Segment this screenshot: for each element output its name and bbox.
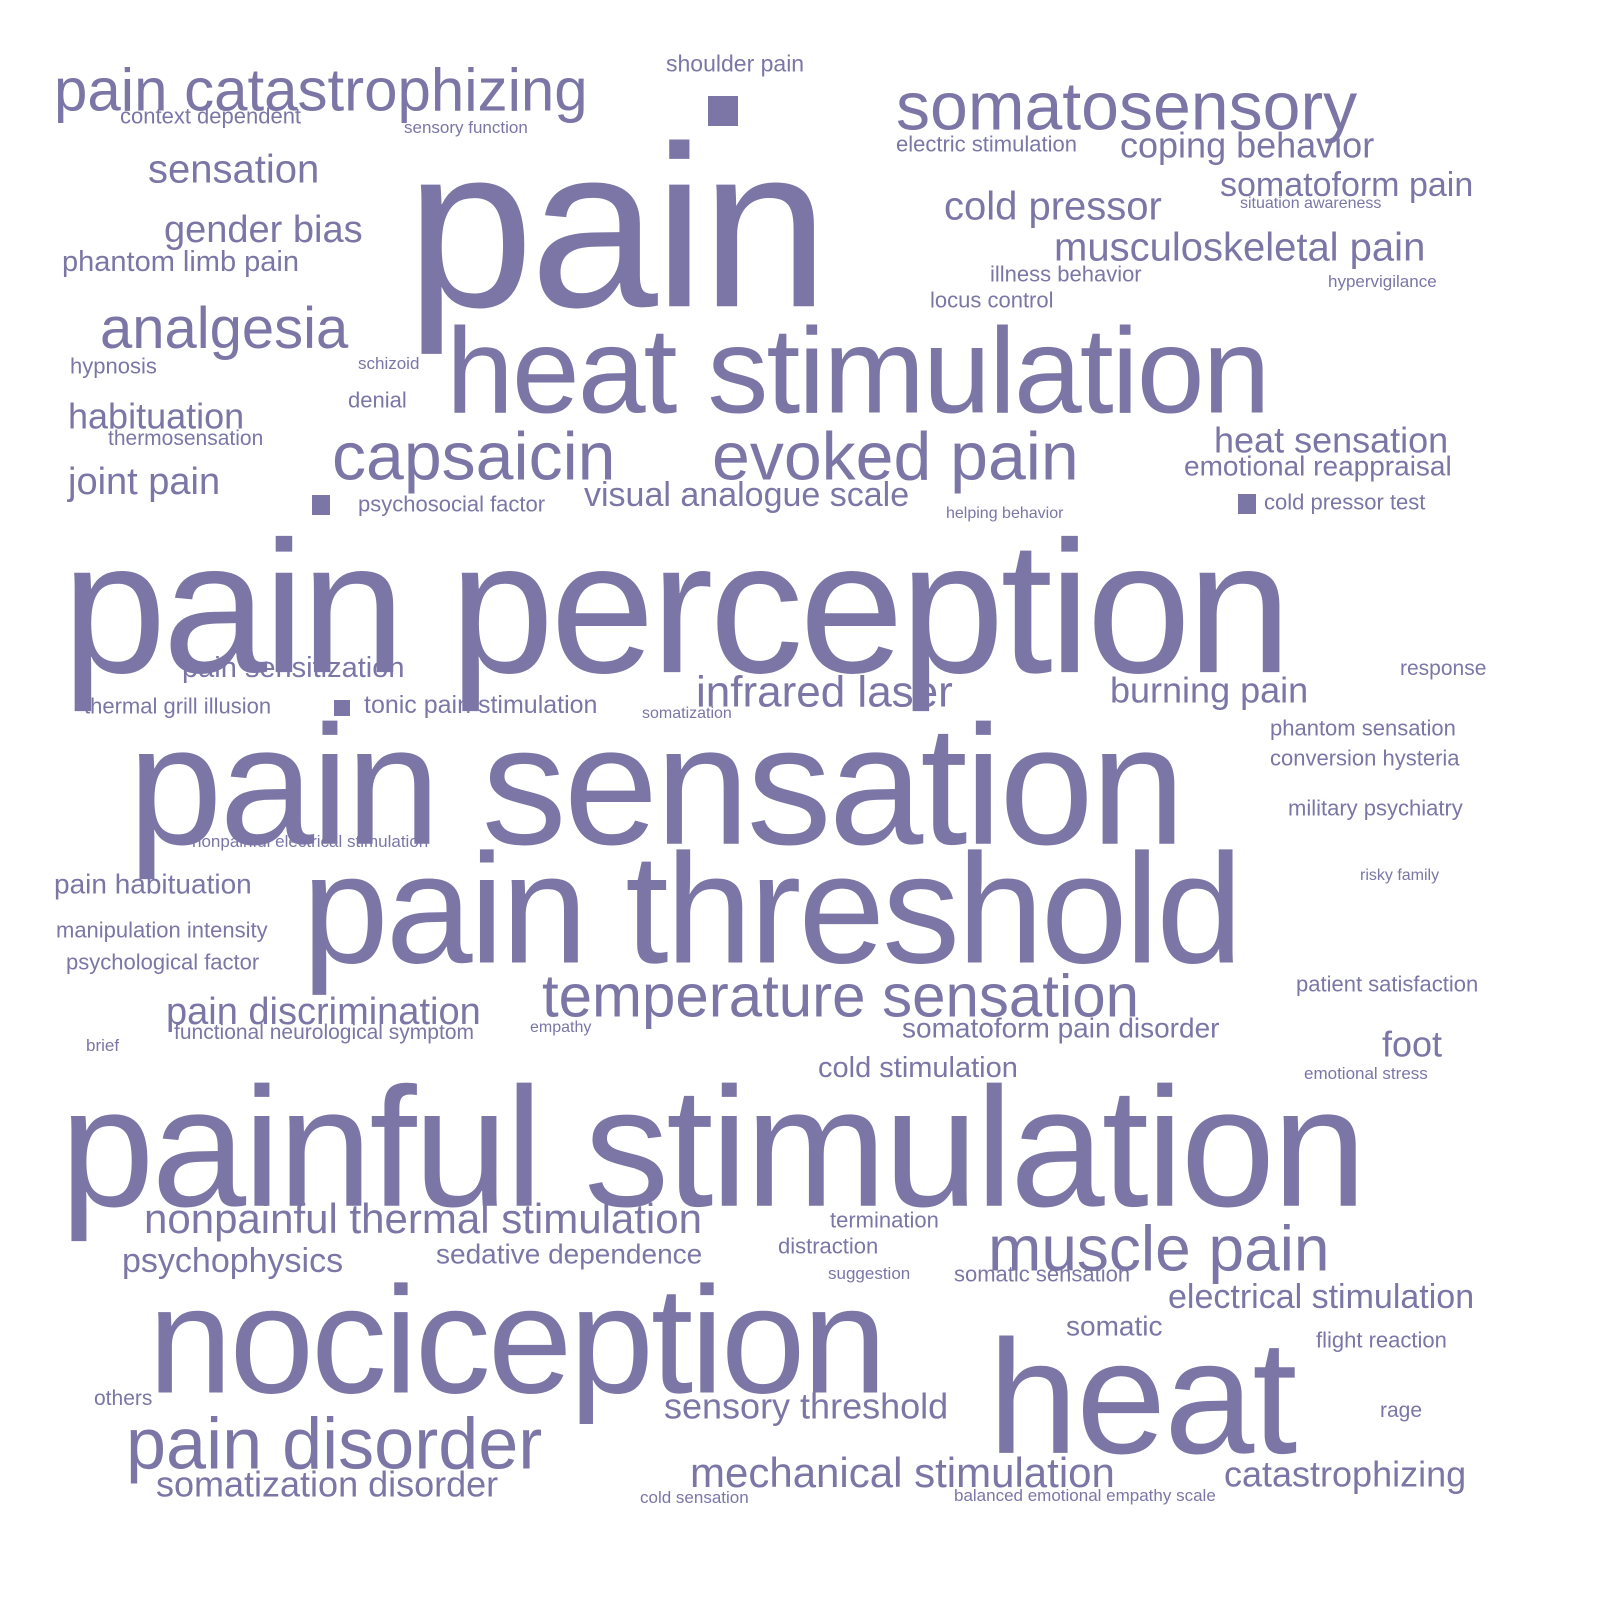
word-cold-pressor: cold pressor	[944, 184, 1162, 229]
word-emotional-reappraisal: emotional reappraisal	[1184, 450, 1452, 482]
word-cold-pressor-test: cold pressor test	[1264, 489, 1426, 515]
word-heat-sensation: heat sensation	[1214, 419, 1449, 461]
word-tonic-pain-stimulation: tonic pain stimulation	[364, 691, 598, 719]
word-heat-stimulation: heat stimulation	[446, 302, 1270, 439]
word-somatoform-pain: somatoform pain	[1220, 166, 1474, 205]
word-pain-habituation: pain habituation	[54, 868, 252, 900]
word-electric-stimulation: electric stimulation	[896, 131, 1077, 157]
word-sensory-threshold: sensory threshold	[664, 1385, 949, 1427]
word-empathy: empathy	[530, 1018, 592, 1036]
word-functional-neurological-symptom: functional neurological symptom	[174, 1021, 474, 1045]
word-pain-catastrophizing: pain catastrophizing	[54, 56, 588, 124]
square-mark	[312, 495, 330, 515]
word-flight-reaction: flight reaction	[1316, 1327, 1447, 1353]
word-somatic-sensation: somatic sensation	[954, 1261, 1131, 1287]
word-foot: foot	[1382, 1023, 1443, 1065]
word-schizoid: schizoid	[358, 354, 420, 374]
word-gender-bias: gender bias	[164, 209, 363, 252]
word-coping-behavior: coping behavior	[1120, 124, 1375, 166]
word-balanced-emotional-empathy-scale: balanced emotional empathy scale	[954, 1486, 1216, 1506]
word-termination: termination	[830, 1207, 939, 1233]
word-pain-threshold: pain threshold	[302, 822, 1243, 997]
word-pain-disorder: pain disorder	[126, 1404, 543, 1485]
word-cold-stimulation: cold stimulation	[818, 1051, 1018, 1084]
word-somatosensory: somatosensory	[896, 68, 1358, 145]
word-psychophysics: psychophysics	[122, 1242, 344, 1281]
word-psychosocial-factor: psychosocial factor	[358, 491, 546, 517]
word-pain: pain	[406, 98, 829, 356]
word-mechanical-stimulation: mechanical stimulation	[690, 1449, 1115, 1497]
word-nonpainful-thermal-stimulation: nonpainful thermal stimulation	[144, 1195, 702, 1243]
word-denial: denial	[348, 387, 407, 413]
word-somatic: somatic	[1066, 1310, 1163, 1342]
word-thermal-grill-illusion: thermal grill illusion	[84, 693, 272, 719]
word-shoulder-pain: shoulder pain	[666, 50, 805, 77]
word-situation-awareness: situation awareness	[1240, 194, 1382, 212]
square-mark	[334, 700, 350, 716]
word-others: others	[94, 1387, 153, 1411]
word-pain-perception: pain perception	[62, 502, 1292, 713]
word-catastrophizing: catastrophizing	[1224, 1453, 1467, 1495]
word-phantom-limb-pain: phantom limb pain	[62, 245, 299, 278]
word-joint-pain: joint pain	[68, 461, 221, 504]
word-habituation: habituation	[68, 395, 245, 437]
word-muscle-pain: muscle pain	[988, 1212, 1330, 1285]
word-brief: brief	[86, 1036, 120, 1056]
word-somatization-disorder: somatization disorder	[156, 1463, 499, 1505]
word-somatization: somatization	[642, 704, 732, 722]
word-emotional-stress: emotional stress	[1304, 1064, 1428, 1084]
word-visual-analogue-scale: visual analogue scale	[584, 476, 910, 515]
word-burning-pain: burning pain	[1110, 669, 1309, 711]
word-helping-behavior: helping behavior	[946, 504, 1064, 522]
word-sensory-function: sensory function	[404, 118, 528, 138]
word-painful-stimulation: painful stimulation	[60, 1052, 1367, 1243]
word-analgesia: analgesia	[100, 295, 349, 361]
word-hypervigilance: hypervigilance	[1328, 272, 1437, 292]
word-conversion-hysteria: conversion hysteria	[1270, 745, 1460, 771]
word-infrared-laser: infrared laser	[696, 667, 953, 717]
square-mark	[708, 96, 738, 126]
word-manipulation-intensity: manipulation intensity	[56, 917, 268, 943]
word-temperature-sensation: temperature sensation	[542, 962, 1140, 1030]
word-illness-behavior: illness behavior	[990, 261, 1142, 287]
square-mark	[1238, 494, 1256, 514]
word-response: response	[1400, 657, 1487, 681]
word-hypnosis: hypnosis	[70, 353, 157, 379]
word-capsaicin: capsaicin	[332, 418, 616, 495]
word-somatoform-pain-disorder: somatoform pain disorder	[902, 1012, 1220, 1044]
word-nonpainful-electrical-stimulation: nonpainful electrical stimulation	[192, 832, 429, 852]
word-pain-sensitization: pain sensitization	[182, 651, 405, 684]
word-context-dependent: context dependent	[120, 103, 302, 129]
word-thermosensation: thermosensation	[108, 427, 264, 451]
word-risky-family: risky family	[1360, 866, 1440, 884]
word-psychological-factor: psychological factor	[66, 949, 260, 975]
word-patient-satisfaction: patient satisfaction	[1296, 971, 1479, 997]
word-electrical-stimulation: electrical stimulation	[1168, 1278, 1475, 1317]
word-phantom-sensation: phantom sensation	[1270, 715, 1456, 741]
word-military-psychiatry: military psychiatry	[1288, 795, 1463, 821]
word-evoked-pain: evoked pain	[712, 418, 1079, 495]
word-pain-sensation: pain sensation	[128, 690, 1185, 881]
word-suggestion: suggestion	[828, 1264, 911, 1284]
word-locus-control: locus control	[930, 287, 1054, 313]
word-heat: heat	[988, 1306, 1297, 1488]
word-pain-discrimination: pain discrimination	[166, 991, 481, 1034]
word-distraction: distraction	[778, 1233, 879, 1259]
word-sensation: sensation	[148, 147, 320, 192]
word-nociception: nociception	[148, 1255, 887, 1426]
word-sedative-dependence: sedative dependence	[436, 1238, 703, 1270]
word-cold-sensation: cold sensation	[640, 1488, 749, 1508]
word-musculoskeletal-pain: musculoskeletal pain	[1054, 225, 1426, 270]
word-rage: rage	[1380, 1399, 1423, 1423]
